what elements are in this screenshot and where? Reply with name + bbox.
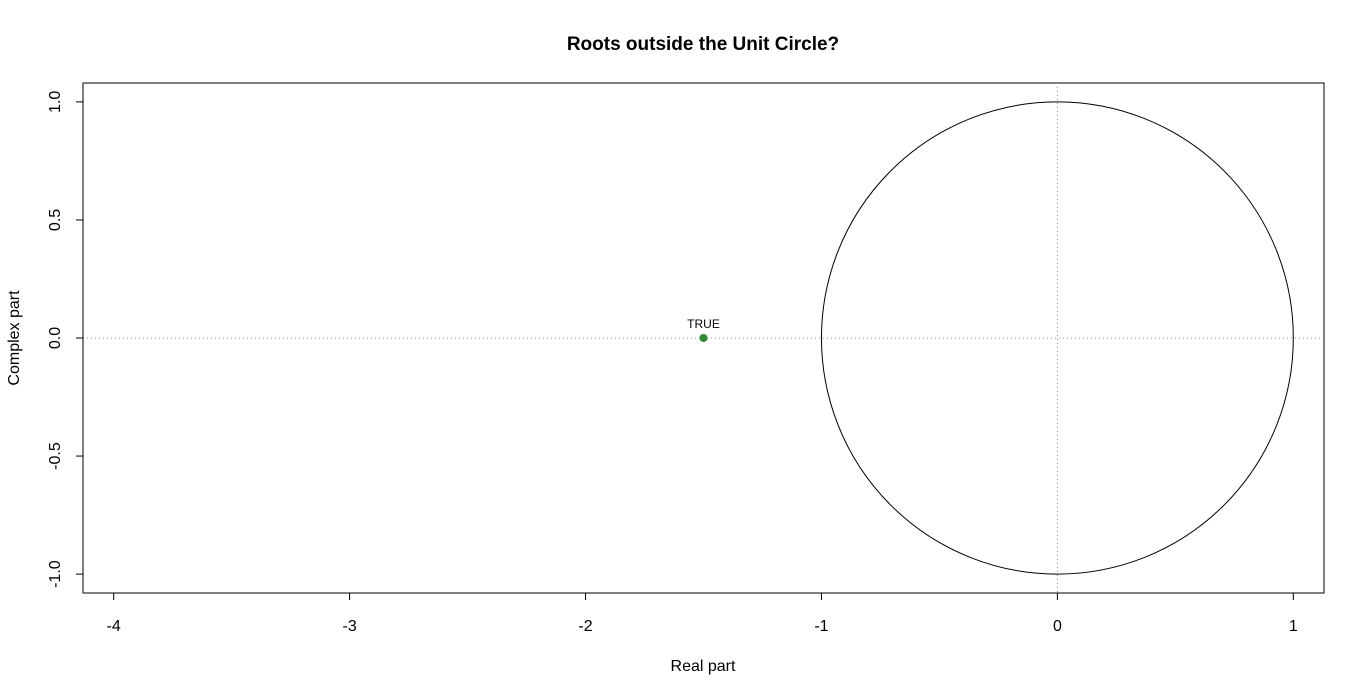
chart-title: Roots outside the Unit Circle? bbox=[567, 34, 839, 55]
data-point bbox=[699, 334, 708, 342]
x-tick-label: 1 bbox=[1289, 618, 1298, 635]
x-tick-label: -1 bbox=[814, 618, 828, 635]
x-tick-label: 0 bbox=[1053, 618, 1062, 635]
y-axis-title: Complex part bbox=[6, 290, 23, 386]
x-tick-label: -3 bbox=[342, 618, 356, 635]
y-axis: -1.0 -0.5 0.0 0.5 1.0 bbox=[47, 91, 84, 588]
x-tick-label: -4 bbox=[107, 618, 121, 635]
y-tick-label: -0.5 bbox=[47, 442, 64, 470]
y-tick-label: 1.0 bbox=[47, 91, 64, 113]
x-tick-label: -2 bbox=[578, 618, 592, 635]
x-axis: -4 -3 -2 -1 0 1 bbox=[107, 592, 1298, 635]
x-axis-title: Real part bbox=[671, 658, 736, 675]
unit-circle bbox=[820, 101, 1294, 575]
y-tick-label: 0.5 bbox=[47, 209, 64, 231]
y-tick-label: -1.0 bbox=[47, 560, 64, 588]
data-points: TRUE bbox=[687, 317, 720, 342]
y-tick-label: 0.0 bbox=[47, 327, 64, 349]
unit-circle-group bbox=[820, 101, 1294, 575]
data-point-label: TRUE bbox=[687, 317, 720, 331]
